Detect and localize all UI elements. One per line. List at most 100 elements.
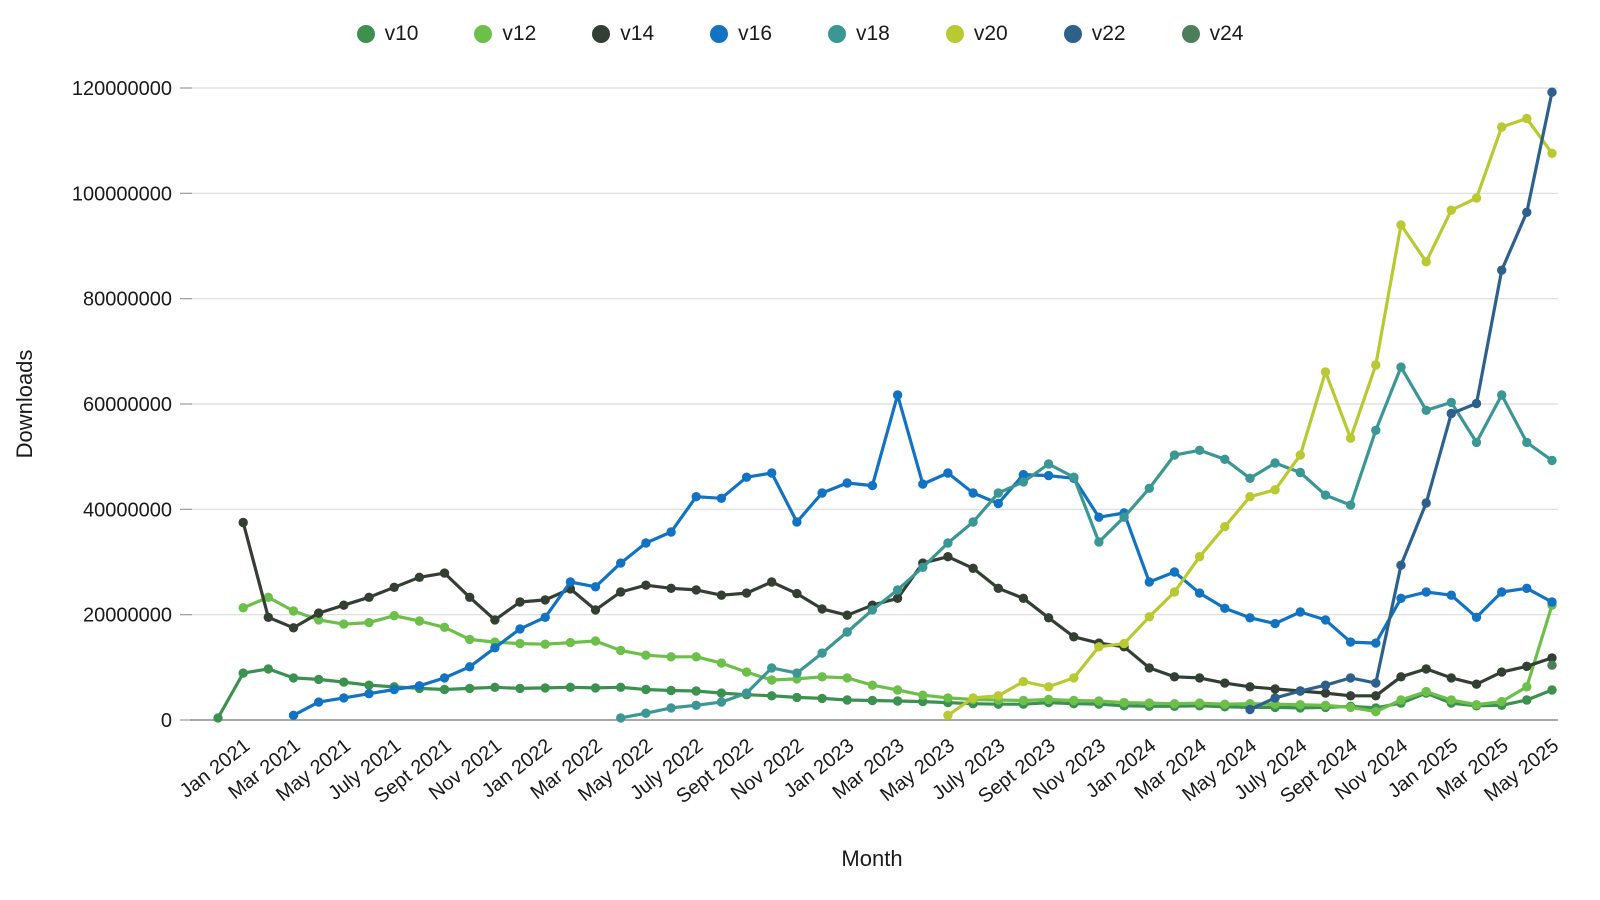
data-point: [892, 696, 903, 706]
data-point: [1345, 637, 1356, 647]
data-point: [439, 684, 450, 695]
data-point: [1345, 500, 1356, 510]
data-point: [414, 681, 425, 691]
data-point: [213, 713, 223, 723]
data-point: [339, 693, 349, 703]
legend-item-v12[interactable]: v12: [474, 22, 536, 46]
data-point: [364, 617, 374, 628]
data-point: [590, 683, 601, 693]
data-point: [1094, 512, 1104, 522]
data-point: [892, 390, 903, 400]
data-point: [1018, 593, 1029, 603]
data-point: [389, 684, 399, 695]
data-point: [1069, 695, 1079, 706]
data-point: [1522, 437, 1532, 448]
data-point: [792, 668, 802, 678]
data-point: [1421, 664, 1431, 674]
y-tick-label: 60000000: [83, 394, 172, 416]
grid-layer: [190, 87, 1558, 616]
data-point: [641, 684, 651, 695]
data-point: [918, 479, 928, 489]
data-point: [1320, 615, 1331, 625]
legend-item-v14[interactable]: v14: [592, 22, 654, 46]
data-point: [641, 580, 651, 590]
data-point: [1094, 642, 1104, 652]
data-point: [1471, 700, 1482, 710]
data-point: [590, 605, 601, 615]
legend-item-v22[interactable]: v22: [1063, 22, 1126, 46]
data-point: [1043, 682, 1054, 692]
series-points-v14: [238, 517, 1557, 701]
y-tick-label: 80000000: [83, 289, 172, 311]
data-point: [918, 690, 928, 700]
data-point: [666, 583, 676, 593]
legend-item-v24[interactable]: v24: [1181, 22, 1243, 46]
legend-item-v20[interactable]: v20: [945, 22, 1008, 46]
data-point: [515, 597, 525, 607]
data-point: [314, 615, 324, 625]
data-point: [515, 638, 525, 649]
data-point: [1371, 678, 1381, 688]
data-point: [993, 583, 1003, 593]
data-point: [1194, 698, 1205, 708]
data-point: [993, 691, 1003, 701]
data-point: [1345, 433, 1356, 443]
data-point: [414, 616, 425, 626]
data-point: [540, 612, 550, 622]
data-point: [1421, 405, 1431, 415]
data-point: [1320, 688, 1331, 698]
data-point: [691, 700, 701, 710]
data-point: [1295, 686, 1306, 696]
series-line-v22: [1248, 90, 1554, 712]
data-point: [288, 623, 299, 633]
data-point: [867, 695, 878, 706]
data-point: [364, 592, 374, 602]
data-point: [238, 603, 248, 613]
data-point: [1270, 693, 1280, 703]
legend-label: v16: [738, 22, 772, 45]
data-point: [1320, 700, 1331, 710]
data-point: [716, 590, 727, 600]
data-point: [716, 658, 727, 668]
y-tick-label: 40000000: [83, 499, 172, 521]
data-point: [439, 673, 450, 683]
data-point: [1547, 597, 1557, 607]
data-point: [1169, 587, 1180, 597]
data-point: [767, 675, 777, 685]
data-point: [1194, 673, 1205, 683]
data-point: [867, 680, 878, 690]
data-point: [314, 674, 324, 685]
data-point: [1270, 485, 1280, 495]
data-point: [515, 624, 525, 634]
series-points-v24: [1547, 660, 1557, 670]
data-point: [1471, 193, 1482, 203]
data-point: [1094, 696, 1104, 706]
legend-item-v16[interactable]: v16: [710, 22, 772, 46]
data-point: [666, 652, 676, 662]
data-point: [716, 697, 727, 707]
data-point: [1421, 587, 1431, 597]
data-point: [1547, 148, 1557, 158]
data-point: [1421, 686, 1431, 697]
y-axis-title: Downloads: [12, 350, 37, 459]
data-point: [1320, 490, 1331, 500]
data-point: [465, 662, 475, 672]
data-point: [943, 693, 953, 703]
data-point: [1522, 695, 1532, 705]
data-point: [1497, 587, 1507, 597]
data-point: [288, 606, 299, 616]
series-line-v16: [291, 393, 1554, 717]
legend-item-v18[interactable]: v18: [828, 22, 890, 46]
data-point: [817, 693, 827, 704]
data-point: [1270, 684, 1280, 694]
data-point: [1396, 695, 1406, 705]
data-point: [1522, 207, 1532, 217]
data-point: [1421, 498, 1431, 508]
legend-item-v10[interactable]: v10: [356, 22, 418, 46]
data-point: [314, 608, 324, 618]
data-point: [1018, 477, 1029, 487]
data-point: [691, 492, 701, 502]
data-point: [565, 577, 576, 587]
